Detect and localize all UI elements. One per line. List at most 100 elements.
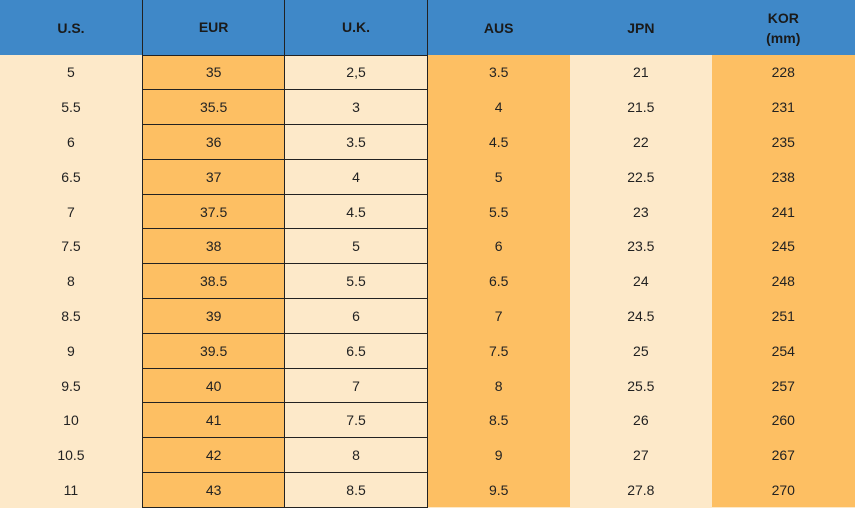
table-cell: 3.5 — [284, 124, 428, 160]
table-cell: 6.5 — [427, 263, 570, 299]
table-cell: 25.5 — [569, 368, 713, 403]
table-row: 9.5 40 7 8 25.5 257 — [0, 367, 855, 404]
table-cell: 42 — [141, 437, 286, 474]
table-cell: 2,5 — [284, 54, 428, 91]
table-cell: 22 — [569, 124, 713, 160]
table-row: 5 35 2,5 3.5 21 228 — [0, 54, 855, 91]
table-cell: 41 — [141, 402, 286, 439]
table-cell: 10 — [0, 402, 143, 438]
table-cell: 5.5 — [427, 194, 570, 229]
table-cell: 8.5 — [0, 298, 143, 334]
table-row: 8.5 39 6 7 24.5 251 — [0, 298, 855, 334]
table-cell: 245 — [712, 228, 855, 264]
table-cell: 37 — [141, 158, 286, 195]
table-cell: 8.5 — [284, 472, 428, 508]
table-cell: 24.5 — [569, 298, 713, 334]
table-cell: 7.5 — [427, 333, 570, 369]
table-cell: 26 — [569, 402, 713, 438]
table-cell: 231 — [712, 89, 855, 125]
table-cell: 5 — [0, 55, 143, 90]
table-row: 9 39.5 6.5 7.5 25 254 — [0, 332, 855, 369]
table-row: 10.5 42 8 9 27 267 — [0, 437, 855, 474]
table-body: 5 35 2,5 3.5 21 228 5.5 35.5 3 4 21.5 231 6 36 3.5 4.5 2… — [0, 54, 855, 508]
table-cell: 251 — [712, 298, 855, 334]
table-cell: 5.5 — [0, 89, 143, 125]
table-cell: 8 — [0, 263, 143, 299]
column-header: U.K. — [284, 0, 428, 56]
table-cell: 260 — [712, 402, 855, 438]
table-cell: 254 — [712, 333, 855, 369]
table-cell: 9 — [427, 437, 570, 473]
table-cell: 4 — [427, 89, 570, 125]
table-cell: 8.5 — [427, 402, 570, 438]
table-cell: 6 — [284, 298, 428, 334]
table-cell: 270 — [712, 472, 855, 508]
column-header: U.S. — [0, 0, 143, 55]
table-cell: 248 — [712, 263, 855, 299]
table-cell: 3 — [284, 89, 428, 126]
table-cell: 43 — [141, 472, 286, 508]
table-cell: 36 — [141, 124, 286, 160]
table-cell: 8 — [427, 368, 570, 403]
table-cell: 7.5 — [284, 402, 428, 439]
table-cell: 21.5 — [569, 89, 713, 125]
table-cell: 40 — [141, 367, 286, 404]
column-header: AUS — [427, 0, 570, 55]
header-row: U.S. EUR U.K. AUS JPN KOR (mm) — [0, 0, 855, 56]
table-cell: 27 — [569, 437, 713, 473]
table-cell: 4 — [284, 158, 428, 195]
table-cell: 7 — [0, 194, 143, 229]
table-cell: 35 — [141, 54, 286, 91]
table-cell: 238 — [712, 159, 855, 195]
table-cell: 38 — [141, 228, 286, 265]
table-cell: 6 — [0, 124, 143, 160]
table-cell: 6.5 — [284, 332, 428, 369]
table-cell: 10.5 — [0, 437, 143, 473]
table-row: 6.5 37 4 5 22.5 238 — [0, 158, 855, 195]
table-cell: 267 — [712, 437, 855, 473]
table-cell: 5 — [284, 228, 428, 265]
table-cell: 5 — [427, 159, 570, 195]
table-cell: 23.5 — [569, 228, 713, 264]
table-cell: 235 — [712, 124, 855, 160]
table-cell: 7.5 — [0, 228, 143, 264]
table-cell: 228 — [712, 55, 855, 90]
table-cell: 6 — [427, 228, 570, 264]
table-cell: 241 — [712, 194, 855, 229]
table-cell: 38.5 — [141, 263, 286, 300]
table-cell: 25 — [569, 333, 713, 369]
table-cell: 7 — [427, 298, 570, 334]
table-row: 10 41 7.5 8.5 26 260 — [0, 402, 855, 439]
table-cell: 23 — [569, 194, 713, 229]
table-cell: 24 — [569, 263, 713, 299]
table-cell: 21 — [569, 55, 713, 90]
table-cell: 4.5 — [427, 124, 570, 160]
table-cell: 9.5 — [0, 368, 143, 403]
table-cell: 9.5 — [427, 472, 570, 508]
table-row: 6 36 3.5 4.5 22 235 — [0, 124, 855, 160]
table-row: 5.5 35.5 3 4 21.5 231 — [0, 89, 855, 126]
table-cell: 7 — [284, 367, 428, 404]
table-row: 7.5 38 5 6 23.5 245 — [0, 228, 855, 265]
table-cell: 9 — [0, 333, 143, 369]
table-cell: 39.5 — [141, 332, 286, 369]
table-row: 11 43 8.5 9.5 27.8 270 — [0, 472, 855, 508]
table-cell: 6.5 — [0, 159, 143, 195]
table-row: 7 37.5 4.5 5.5 23 241 — [0, 193, 855, 230]
table-cell: 27.8 — [569, 472, 713, 508]
table-cell: 4.5 — [284, 193, 428, 230]
table-cell: 3.5 — [427, 55, 570, 90]
table-cell: 11 — [0, 472, 143, 508]
table-cell: 5.5 — [284, 263, 428, 300]
table-cell: 39 — [141, 298, 286, 334]
table-cell: 22.5 — [569, 159, 713, 195]
table-cell: 35.5 — [141, 89, 286, 126]
column-header: JPN — [569, 0, 713, 55]
table-row: 8 38.5 5.5 6.5 24 248 — [0, 263, 855, 300]
column-header: KOR (mm) — [712, 0, 855, 55]
table-cell: 37.5 — [141, 193, 286, 230]
table-cell: 257 — [712, 368, 855, 403]
column-header: EUR — [141, 0, 286, 56]
